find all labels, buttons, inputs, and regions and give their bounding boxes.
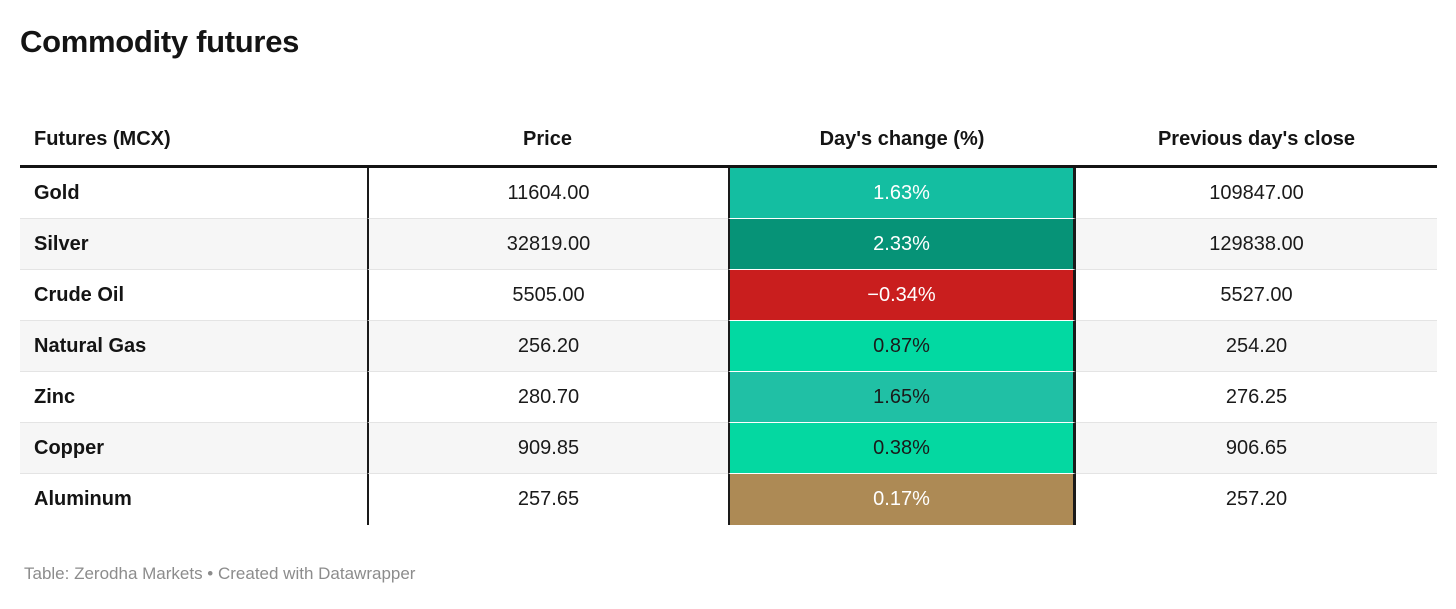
table-header-row: Futures (MCX) Price Day's change (%) Pre… bbox=[20, 110, 1437, 168]
prev-close-cell: 109847.00 bbox=[1076, 168, 1437, 219]
prev-close-cell: 129838.00 bbox=[1076, 219, 1437, 270]
table-row-gold: Gold 11604.00 1.63% 109847.00 bbox=[20, 168, 1437, 219]
price-cell: 909.85 bbox=[367, 423, 728, 474]
prev-close-cell: 906.65 bbox=[1076, 423, 1437, 474]
row-label-cell: Silver bbox=[20, 219, 367, 270]
row-label-cell: Aluminum bbox=[20, 474, 367, 525]
table-body: Gold 11604.00 1.63% 109847.00 Silver 328… bbox=[20, 168, 1437, 525]
table-row-aluminum: Aluminum 257.65 0.17% 257.20 bbox=[20, 474, 1437, 525]
prev-close-cell: 257.20 bbox=[1076, 474, 1437, 525]
prev-close-cell: 276.25 bbox=[1076, 372, 1437, 423]
price-cell: 11604.00 bbox=[367, 168, 728, 219]
change-cell: −0.34% bbox=[728, 270, 1076, 321]
row-label-cell: Natural Gas bbox=[20, 321, 367, 372]
change-cell: 1.63% bbox=[728, 168, 1076, 219]
price-cell: 32819.00 bbox=[367, 219, 728, 270]
change-cell: 2.33% bbox=[728, 219, 1076, 270]
prev-close-cell: 254.20 bbox=[1076, 321, 1437, 372]
row-label-cell: Copper bbox=[20, 423, 367, 474]
price-cell: 280.70 bbox=[367, 372, 728, 423]
price-cell: 257.65 bbox=[367, 474, 728, 525]
row-label-cell: Crude Oil bbox=[20, 270, 367, 321]
change-cell: 0.17% bbox=[728, 474, 1076, 525]
change-cell: 0.87% bbox=[728, 321, 1076, 372]
price-cell: 256.20 bbox=[367, 321, 728, 372]
table-row-zinc: Zinc 280.70 1.65% 276.25 bbox=[20, 372, 1437, 423]
commodity-table: Futures (MCX) Price Day's change (%) Pre… bbox=[20, 110, 1437, 525]
header-cell-prev-close: Previous day's close bbox=[1157, 128, 1356, 150]
row-label-cell: Zinc bbox=[20, 372, 367, 423]
table-row-crude-oil: Crude Oil 5505.00 −0.34% 5527.00 bbox=[20, 270, 1437, 321]
table-row-copper: Copper 909.85 0.38% 906.65 bbox=[20, 423, 1437, 474]
header-cell-price: Price bbox=[523, 128, 572, 150]
price-cell: 5505.00 bbox=[367, 270, 728, 321]
prev-close-cell: 5527.00 bbox=[1076, 270, 1437, 321]
header-cell-futures: Futures (MCX) bbox=[34, 128, 171, 150]
change-cell: 1.65% bbox=[728, 372, 1076, 423]
table-row-natural-gas: Natural Gas 256.20 0.87% 254.20 bbox=[20, 321, 1437, 372]
change-cell: 0.38% bbox=[728, 423, 1076, 474]
header-cell-days-change: Day's change (%) bbox=[819, 128, 985, 150]
table-row-silver: Silver 32819.00 2.33% 129838.00 bbox=[20, 219, 1437, 270]
row-label-cell: Gold bbox=[20, 168, 367, 219]
page-title: Commodity futures bbox=[20, 24, 300, 59]
footer-credit: Table: Zerodha Markets • Created with Da… bbox=[24, 564, 416, 583]
